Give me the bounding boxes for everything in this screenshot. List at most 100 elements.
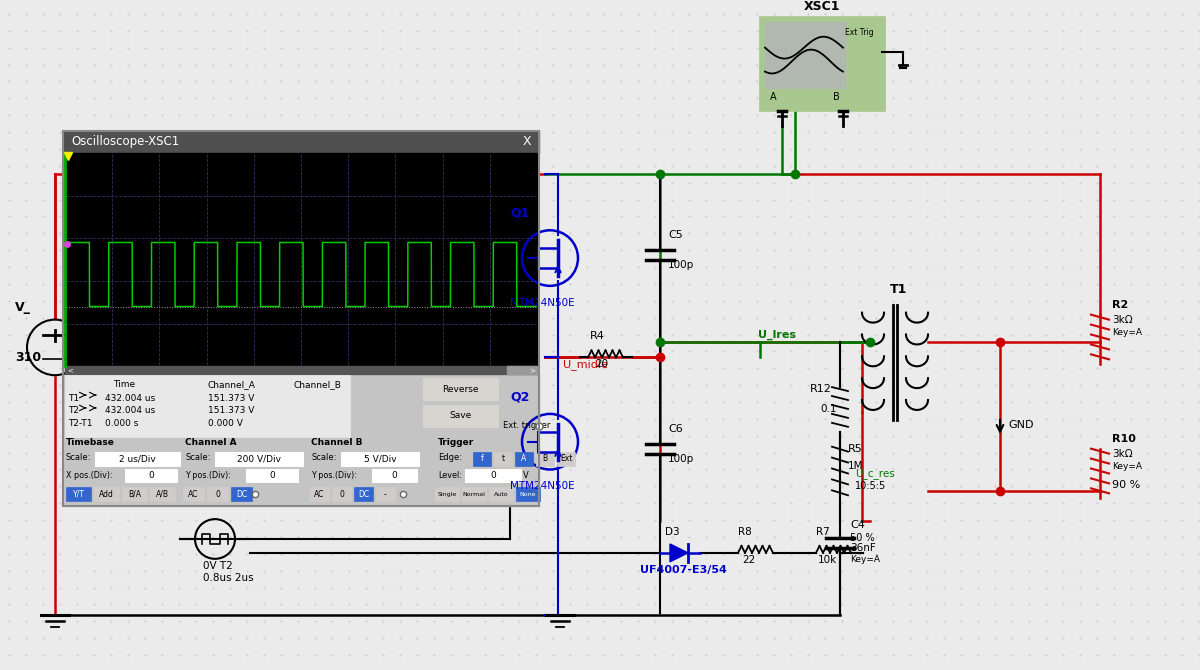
Text: Add: Add: [100, 490, 114, 498]
Text: MTM24N50E: MTM24N50E: [510, 481, 575, 491]
Text: <: <: [67, 367, 73, 373]
Text: UF4007-E3/54: UF4007-E3/54: [640, 565, 727, 575]
Text: 5 V/Div: 5 V/Div: [364, 454, 396, 463]
Bar: [64, 375, 539, 507]
Text: Trigger: Trigger: [438, 438, 474, 447]
Text: 432.004 us: 432.004 us: [106, 407, 155, 415]
Text: X: X: [523, 135, 532, 149]
Text: Y pos.(Div):: Y pos.(Div):: [311, 471, 356, 480]
Text: Edge:: Edge:: [438, 453, 462, 462]
Bar: [372, 470, 418, 482]
Text: 20: 20: [595, 359, 608, 369]
Bar: [66, 487, 91, 501]
Text: 22: 22: [742, 555, 755, 565]
Text: GND: GND: [1008, 420, 1033, 430]
Text: C6: C6: [668, 424, 683, 433]
Text: 10k: 10k: [818, 555, 838, 565]
Text: >: >: [529, 367, 535, 373]
Text: Q1: Q1: [510, 206, 529, 219]
Text: Key=A: Key=A: [850, 555, 880, 564]
Text: Single: Single: [437, 492, 457, 497]
Text: 0.000 s: 0.000 s: [106, 419, 138, 428]
Text: 0: 0: [215, 490, 220, 498]
Text: X pos.(Div):: X pos.(Div):: [66, 471, 113, 480]
Bar: [490, 487, 514, 501]
Text: Q2: Q2: [510, 390, 529, 403]
Text: 0: 0: [148, 472, 154, 480]
Text: R10: R10: [1112, 433, 1136, 444]
Text: B/A: B/A: [128, 490, 142, 498]
Text: 36nF: 36nF: [850, 543, 876, 553]
Text: Timebase: Timebase: [66, 438, 115, 447]
Text: 151.373 V: 151.373 V: [208, 407, 254, 415]
Text: 3kΩ: 3kΩ: [1112, 449, 1133, 458]
Bar: [376, 487, 395, 501]
Bar: [424, 378, 498, 400]
Bar: [766, 22, 845, 88]
Text: Key=A: Key=A: [1112, 328, 1142, 336]
Text: A/B: A/B: [156, 490, 169, 498]
Text: Time: Time: [113, 380, 136, 389]
Text: Level:: Level:: [438, 471, 462, 480]
Text: V_: V_: [14, 302, 31, 314]
Text: Channel_B: Channel_B: [293, 380, 341, 389]
Text: Y pos.(Div):: Y pos.(Div):: [185, 471, 230, 480]
Text: U_midle: U_midle: [563, 359, 608, 370]
Text: Key=A: Key=A: [1112, 462, 1142, 470]
Bar: [536, 452, 554, 466]
Text: 151.373 V: 151.373 V: [208, 393, 254, 403]
Bar: [760, 17, 886, 111]
Text: Oscilloscope-XSC1: Oscilloscope-XSC1: [71, 135, 179, 149]
Text: 3kΩ: 3kΩ: [1112, 315, 1133, 324]
Text: U_lres: U_lres: [758, 330, 796, 340]
Bar: [65, 366, 538, 375]
Bar: [208, 487, 228, 501]
Bar: [557, 452, 575, 466]
Bar: [122, 487, 148, 501]
Text: 0V T2: 0V T2: [203, 561, 233, 571]
Text: Channel B: Channel B: [311, 438, 362, 447]
Text: 2 us/Div: 2 us/Div: [119, 454, 156, 463]
Text: Reverse: Reverse: [443, 385, 479, 393]
Text: None: None: [520, 492, 536, 497]
Text: 10:5:5: 10:5:5: [854, 481, 887, 491]
Text: R5: R5: [848, 444, 863, 454]
Text: 0.8us 2us: 0.8us 2us: [203, 573, 253, 583]
Text: Ext Trig: Ext Trig: [845, 28, 874, 38]
Bar: [94, 487, 119, 501]
Bar: [65, 375, 350, 437]
Text: C5: C5: [668, 230, 683, 241]
Text: R8: R8: [738, 527, 751, 537]
Text: R2: R2: [1112, 299, 1128, 310]
Text: Scale:: Scale:: [311, 453, 336, 462]
Text: B: B: [833, 92, 840, 103]
Bar: [64, 131, 539, 507]
Bar: [65, 153, 538, 366]
Text: t: t: [502, 454, 504, 463]
Bar: [508, 366, 538, 375]
Text: Scale:: Scale:: [185, 453, 210, 462]
Bar: [95, 452, 180, 466]
Text: 432.004 us: 432.004 us: [106, 393, 155, 403]
Text: T2: T2: [68, 407, 79, 415]
Text: Ext: Ext: [560, 454, 572, 463]
Text: T2-T1: T2-T1: [68, 419, 92, 428]
Text: Y/T: Y/T: [72, 490, 84, 498]
Text: T1: T1: [68, 393, 79, 403]
Text: Channel_A: Channel_A: [208, 380, 256, 389]
Text: C4: C4: [850, 520, 865, 530]
Text: -: -: [384, 490, 386, 498]
Text: 50 %: 50 %: [850, 533, 875, 543]
Text: Save: Save: [449, 411, 472, 420]
Bar: [341, 452, 419, 466]
Text: B: B: [542, 454, 547, 463]
Text: Ext. trigger: Ext. trigger: [503, 421, 551, 430]
Text: f: f: [481, 454, 484, 463]
Text: V: V: [523, 471, 529, 480]
Text: 0.000 V: 0.000 V: [208, 419, 242, 428]
Text: R7: R7: [816, 527, 829, 537]
Bar: [246, 470, 298, 482]
Bar: [424, 405, 498, 427]
Bar: [64, 131, 539, 153]
Text: 200 V/Div: 200 V/Div: [238, 454, 281, 463]
